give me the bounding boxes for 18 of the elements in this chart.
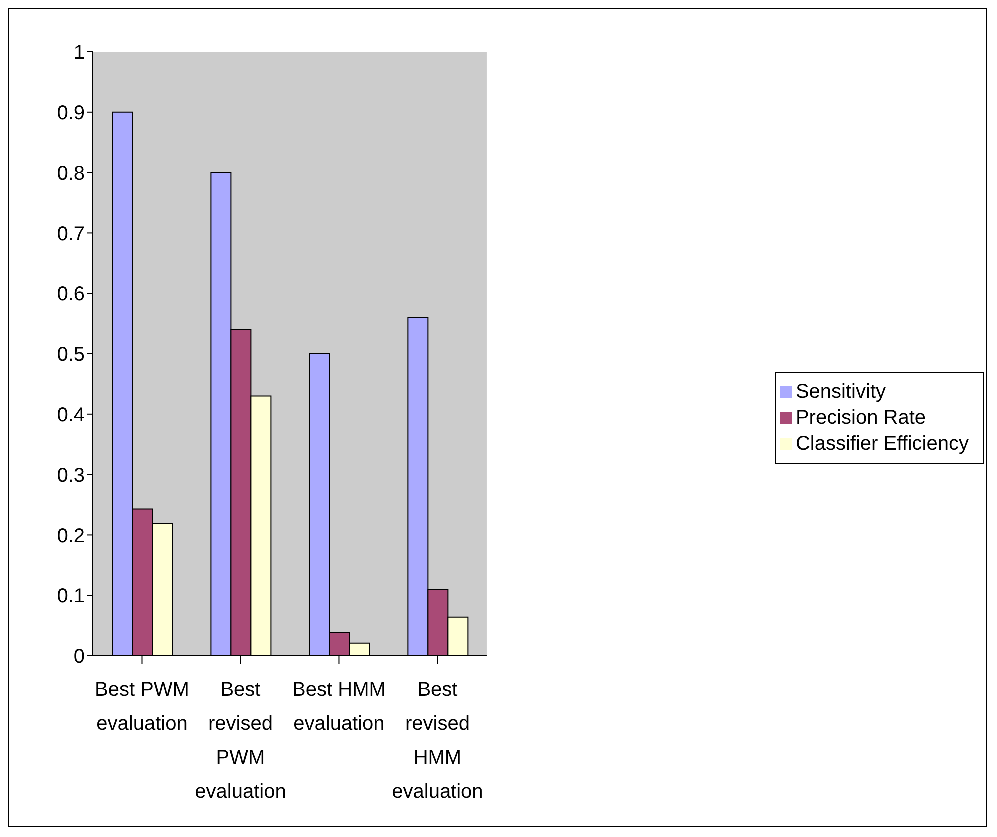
y-tick-label: 1 (74, 42, 85, 64)
x-tick-label: Best revised HMM evaluation (392, 679, 484, 803)
x-tick-label: Best PWM evaluation (95, 679, 190, 735)
y-tick-label: 0.9 (57, 102, 85, 124)
y-tick-label: 0.1 (57, 586, 85, 608)
legend-label: Precision Rate (796, 406, 926, 428)
y-tick-label: 0.8 (57, 162, 85, 185)
legend-label: Sensitivity (796, 380, 886, 402)
y-tick-label: 0.6 (57, 284, 85, 306)
y-tick-label: 0.4 (57, 404, 85, 426)
x-tick-label: Best revised PWM evaluation (195, 679, 286, 803)
y-tick-label: 0.2 (57, 525, 85, 548)
y-tick-label: 0.5 (57, 344, 85, 366)
y-tick-label: 0.7 (57, 223, 85, 246)
y-tick-label: 0 (74, 646, 85, 668)
x-tick-label: Best HMM evaluation (292, 679, 386, 735)
y-tick-label: 0.3 (57, 464, 85, 487)
legend-label: Classifier Efficiency (796, 432, 969, 454)
